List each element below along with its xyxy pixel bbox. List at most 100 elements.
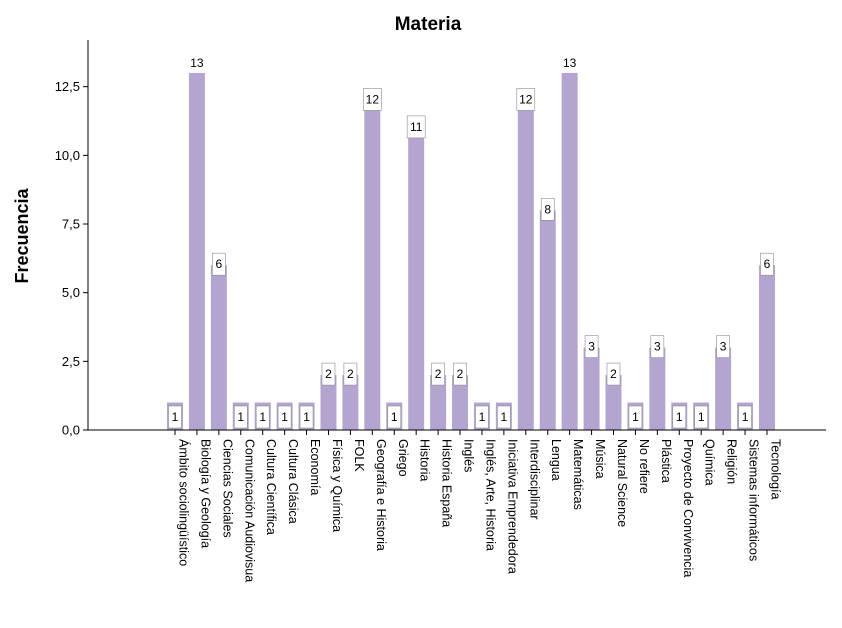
bar — [583, 347, 600, 430]
y-tick-label: 7,5 — [62, 217, 80, 232]
bar — [758, 265, 775, 430]
data-label: 11 — [406, 115, 426, 139]
bar — [430, 375, 447, 430]
data-label: 1 — [277, 405, 292, 429]
bar — [364, 100, 381, 430]
y-tick-label: 12,5 — [55, 79, 80, 94]
data-label-text: 1 — [632, 410, 639, 424]
data-label-box — [516, 88, 536, 111]
y-tick-label: 0,0 — [62, 423, 80, 438]
data-label-box — [363, 88, 382, 111]
x-tick-label: Ciencias Sociales — [220, 439, 234, 538]
y-tick-label: 2,5 — [62, 354, 80, 369]
data-label-text: 3 — [654, 340, 661, 354]
data-label-text: 3 — [720, 340, 727, 354]
data-label-box — [540, 197, 555, 221]
data-label-text: 13 — [563, 56, 577, 70]
data-label-box — [387, 405, 402, 429]
data-label-box — [650, 335, 665, 358]
data-label-box — [628, 405, 643, 429]
x-tick-label: Química — [703, 439, 717, 486]
data-label-box — [497, 405, 511, 429]
data-label-text: 2 — [435, 367, 442, 381]
x-tick-label: Historia — [418, 439, 432, 481]
x-tick-label: Matemáticas — [571, 439, 585, 510]
x-tick-label: Comunicación Audiovisua — [242, 439, 256, 582]
data-label-box — [475, 405, 489, 429]
x-tick-label: Iniciativa Emprendedora — [505, 439, 519, 574]
x-tick-label: Interdisciplinar — [527, 439, 541, 520]
bar — [342, 375, 359, 430]
x-tick-label: Proyecto de Convivencia — [681, 439, 695, 577]
x-tick-label: Tecnología — [768, 439, 782, 500]
data-label: 3 — [584, 335, 599, 358]
data-label: 1 — [387, 405, 402, 429]
data-label-box — [277, 405, 292, 429]
x-tick-label: No refiere — [637, 439, 651, 494]
data-label-text: 1 — [501, 410, 508, 424]
data-label-box — [168, 405, 182, 429]
data-label-box — [255, 405, 270, 429]
data-label: 1 — [672, 405, 687, 429]
data-label-text: 13 — [190, 56, 204, 70]
data-label-box — [406, 115, 426, 139]
data-label: 1 — [233, 405, 248, 429]
x-tick-label: Biología y Geología — [198, 439, 212, 548]
data-label-box — [431, 362, 445, 386]
data-label-box — [716, 335, 730, 358]
data-label: 1 — [628, 405, 643, 429]
y-tick-label: 10,0 — [55, 148, 80, 163]
y-tick-label: 5,0 — [62, 285, 80, 300]
data-label-text: 2 — [325, 367, 332, 381]
data-label-text: 1 — [259, 410, 266, 424]
x-tick-label: Lengua — [549, 439, 563, 481]
data-label: 2 — [453, 362, 467, 386]
data-label-text: 1 — [237, 410, 244, 424]
x-tick-label: Sistemas informáticos — [747, 439, 761, 561]
bar — [539, 210, 556, 430]
bars — [167, 72, 775, 430]
bar — [561, 72, 578, 430]
data-label-box — [343, 362, 358, 386]
data-label-box — [606, 362, 621, 386]
bar — [408, 127, 425, 430]
data-label-text: 1 — [698, 410, 705, 424]
x-tick-label: Música — [593, 439, 607, 479]
x-tick-label: Historia España — [440, 439, 454, 527]
x-tick-label: Inglés — [462, 439, 476, 472]
data-label: 1 — [475, 405, 489, 429]
data-label: 8 — [540, 197, 555, 221]
x-tick-label: Inglés, Arte, Historia — [483, 439, 497, 551]
data-label-text: 1 — [391, 410, 398, 424]
x-tick-label: Física y Química — [330, 439, 344, 532]
data-label-text: 1 — [742, 410, 749, 424]
data-label-text: 12 — [366, 92, 380, 106]
data-label-box — [760, 252, 774, 276]
data-label: 2 — [431, 362, 445, 386]
x-tick-label: Ámbito sociolingüístico — [177, 439, 192, 566]
data-label-text: 3 — [588, 340, 595, 354]
data-label-box — [299, 405, 314, 429]
data-label: 2 — [606, 362, 621, 386]
y-axis-ticks: 0,0 2,5 5,0 7,5 10,0 12,5 — [55, 79, 88, 438]
data-label: 1 — [694, 405, 709, 429]
bar — [210, 265, 227, 430]
data-label: 1 — [497, 405, 511, 429]
data-label-text: 8 — [544, 202, 551, 216]
data-label: 2 — [343, 362, 358, 386]
x-tick-label: Natural Science — [615, 439, 629, 527]
data-label-text: 1 — [281, 410, 288, 424]
data-label-text: 1 — [479, 410, 486, 424]
data-label-box — [453, 362, 467, 386]
data-label-box — [212, 252, 226, 276]
data-label-text: 12 — [519, 92, 533, 106]
bar — [517, 100, 534, 430]
data-label: 13 — [190, 56, 204, 70]
x-tick-label: Economía — [308, 439, 322, 495]
bar — [649, 347, 666, 430]
x-tick-label: Religión — [725, 439, 739, 484]
data-label-text: 2 — [610, 367, 617, 381]
x-tick-label: Plástica — [659, 439, 673, 483]
x-tick-label: Cultura Científica — [264, 439, 278, 535]
